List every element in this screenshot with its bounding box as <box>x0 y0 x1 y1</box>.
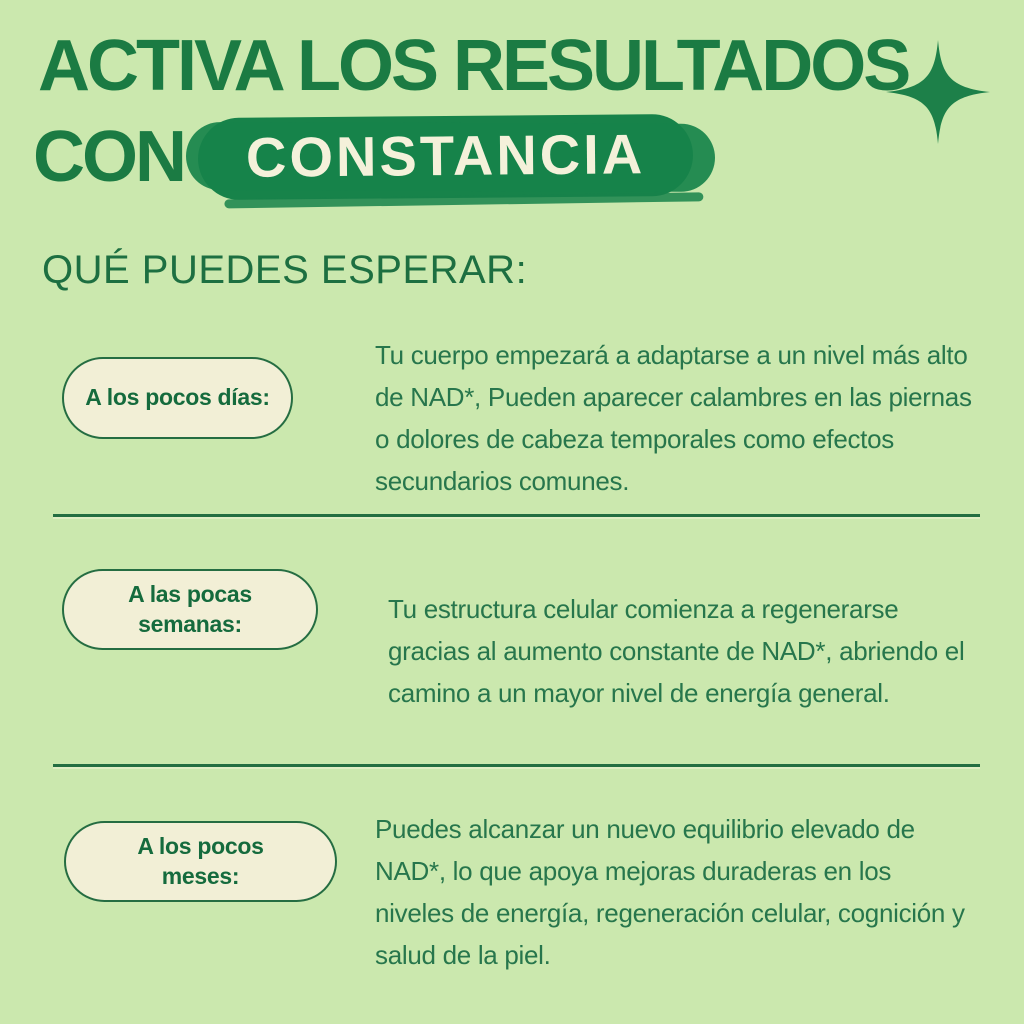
timeline-pill-months: A los pocos meses: <box>64 821 337 902</box>
timeline-pill-days-label: A los pocos días: <box>85 384 270 411</box>
timeline-description-days: Tu cuerpo empezará a adaptarse a un nive… <box>375 340 972 496</box>
page-title-line1: ACTIVA LOS RESULTADOS <box>38 26 911 106</box>
timeline-description-months: Puedes alcanzar un nuevo equilibrio elev… <box>375 814 965 970</box>
highlight-badge: CONSTANCIA <box>197 113 694 201</box>
timeline-description-weeks: Tu estructura celular comienza a regener… <box>388 594 965 708</box>
timeline-pill-days: A los pocos días: <box>62 357 293 439</box>
divider-line <box>53 764 980 767</box>
divider-line <box>53 514 980 517</box>
sparkle-icon <box>886 40 990 144</box>
timeline-pill-weeks-label: A las pocas semanas: <box>128 580 252 637</box>
highlight-badge-label: CONSTANCIA <box>245 122 646 189</box>
page-title-line2-prefix: CON <box>33 117 187 197</box>
timeline-pill-months-label: A los pocos meses: <box>137 832 264 889</box>
page-title-line2: CON CONSTANCIA <box>33 113 694 201</box>
section-heading: QUÉ PUEDES ESPERAR: <box>42 248 528 292</box>
timeline-pill-weeks: A las pocas semanas: <box>62 569 318 650</box>
